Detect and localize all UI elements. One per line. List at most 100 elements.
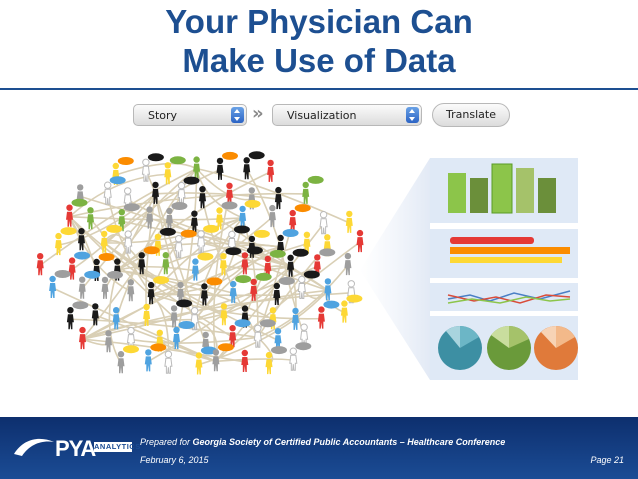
person-figure-icon (241, 349, 249, 372)
stepper-arrows-icon[interactable] (406, 107, 419, 123)
speech-bubble-icon (106, 224, 123, 233)
person-figure-icon (250, 272, 272, 301)
page-number: Page 21 (590, 455, 624, 465)
speech-bubble-icon (176, 299, 193, 308)
person-figure-icon (173, 321, 195, 349)
person-figure-icon (302, 175, 324, 204)
speech-bubble-icon (292, 248, 309, 257)
network-link (194, 318, 218, 362)
fan-rays (360, 158, 430, 380)
logo-text: PYA (55, 436, 96, 461)
speech-bubble-icon (60, 227, 77, 236)
person-figure-icon (66, 198, 88, 227)
person-figure-icon (105, 330, 112, 353)
network-link (58, 193, 156, 246)
speech-bubble-icon (303, 270, 320, 279)
person-figure-icon (165, 202, 188, 230)
network-link (68, 173, 168, 218)
person-figure-icon (36, 253, 44, 276)
speech-bubble-icon (183, 176, 200, 185)
network-link (150, 242, 233, 295)
person-figure-icon (340, 294, 363, 323)
network-link (52, 287, 217, 363)
person-figure-icon (199, 186, 206, 209)
speech-bubble-icon (307, 175, 324, 184)
speech-bubble-icon (259, 319, 276, 328)
person-figure-icon (78, 228, 85, 251)
title-divider (0, 88, 638, 90)
person-figure-icon (287, 248, 309, 277)
speech-bubble-icon (98, 253, 115, 261)
speech-bubble-icon (71, 198, 88, 207)
visualization-select[interactable]: Visualization (272, 104, 422, 126)
speech-bubble-icon (178, 321, 195, 329)
footer-prepared-prefix: Prepared for (140, 437, 193, 447)
speech-bubble-icon (197, 252, 214, 261)
speech-bubble-icon (74, 251, 91, 260)
speech-bubble-icon (271, 346, 287, 355)
person-figure-icon (177, 176, 200, 206)
person-figure-icon (174, 229, 197, 259)
bar-chart-panel (430, 158, 578, 223)
person-figure-icon (243, 151, 265, 180)
speech-bubble-icon (123, 203, 140, 212)
person-figure-icon (212, 343, 234, 372)
speech-bubble-icon (278, 277, 295, 285)
person-figure-icon (170, 299, 193, 328)
speech-bubble-icon (54, 270, 71, 278)
speech-bubble-icon (319, 248, 336, 257)
network-link (82, 318, 195, 340)
speech-bubble-icon (294, 204, 311, 213)
person-figure-icon (292, 307, 299, 330)
visualization-select-label: Visualization (287, 109, 357, 122)
translate-button[interactable]: Translate (432, 103, 510, 127)
network-link (117, 265, 196, 272)
speech-bubble-icon (346, 294, 363, 303)
person-figure-icon (87, 207, 94, 230)
network-link (147, 266, 292, 363)
speech-bubble-icon (117, 157, 134, 165)
pie-charts-icon (438, 325, 578, 370)
person-figure-icon (118, 203, 140, 232)
speech-bubble-icon (153, 276, 170, 285)
person-figure-icon (66, 301, 89, 330)
network-link (215, 241, 361, 362)
person-figure-icon (248, 229, 270, 258)
story-select[interactable]: Story (133, 104, 247, 126)
speech-bubble-icon (150, 343, 167, 352)
person-figure-icon (141, 153, 164, 182)
footer-date: February 6, 2015 (140, 455, 209, 465)
person-figure-icon (229, 275, 252, 304)
person-figure-icon (143, 303, 151, 326)
person-figure-icon (79, 326, 86, 350)
logo-wave-icon (14, 438, 54, 456)
person-figure-icon (200, 277, 223, 306)
person-figure-icon (220, 303, 228, 326)
stepper-arrows-icon[interactable] (231, 107, 244, 123)
speech-bubble-icon (253, 229, 270, 238)
speech-bubble-icon (225, 247, 242, 256)
horizontal-bar-chart-icon (450, 237, 570, 263)
speech-bubble-icon (221, 201, 238, 210)
person-figure-icon (117, 345, 139, 374)
speech-bubble-icon (323, 300, 340, 309)
network-link (108, 270, 122, 364)
speech-bubble-icon (107, 270, 123, 279)
speech-bubble-icon (255, 272, 272, 281)
person-figure-icon (273, 277, 295, 305)
network-link (257, 264, 349, 339)
person-figure-icon (138, 246, 160, 275)
speech-bubble-icon (109, 176, 126, 185)
horizontal-bar-panel (430, 229, 578, 278)
network-link (115, 162, 197, 176)
speech-bubble-icon (143, 246, 160, 255)
person-figure-icon (103, 176, 126, 205)
speech-bubble-icon (234, 319, 251, 328)
person-figure-icon (100, 224, 123, 253)
people-group (36, 151, 364, 375)
speech-bubble-icon (206, 277, 223, 286)
person-figure-icon (297, 270, 320, 299)
speech-bubble-icon (222, 151, 238, 160)
person-figure-icon (317, 300, 340, 329)
